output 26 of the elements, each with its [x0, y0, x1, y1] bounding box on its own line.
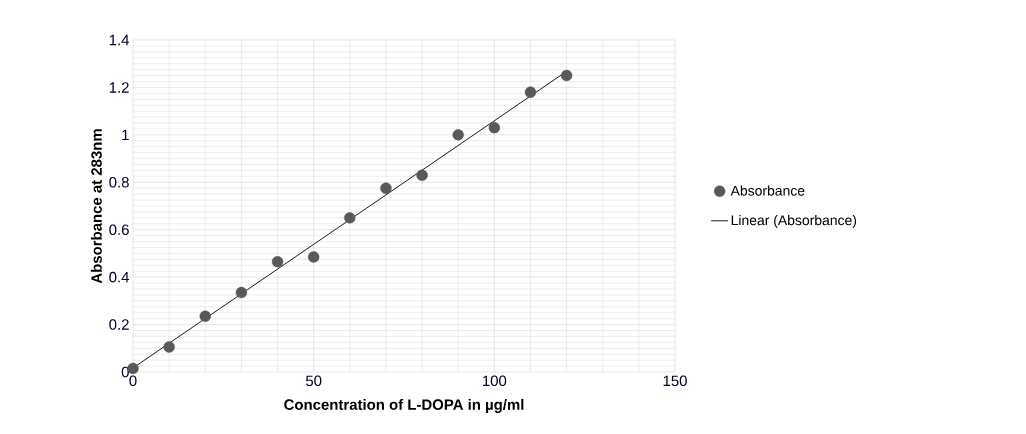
point [307, 251, 320, 263]
point [524, 86, 537, 98]
point [416, 169, 428, 181]
legend-label: Linear (Absorbance) [731, 214, 857, 228]
x-tick-label: 150 [663, 375, 687, 387]
y-tick-label: 1.2 [109, 82, 129, 93]
point [488, 122, 501, 134]
point [199, 310, 211, 322]
point [380, 182, 392, 194]
x-axis-title: Concentration of L-DOPA in µg/ml [284, 398, 524, 413]
point [344, 212, 356, 224]
y-tick-label: 0.4 [109, 271, 130, 283]
point [560, 69, 573, 82]
y-tick-label: 1 [122, 129, 129, 140]
y-tick-label: 0.2 [109, 319, 129, 330]
y-tick-label: 1.4 [109, 34, 130, 46]
y-tick-label: 0.8 [109, 176, 129, 188]
point [235, 286, 248, 299]
x-tick-label: 50 [305, 375, 322, 387]
point [452, 129, 464, 141]
x-tick-label: 100 [483, 375, 507, 387]
y-tick-label: 0.6 [109, 224, 129, 235]
point [271, 256, 284, 268]
point [163, 341, 175, 353]
legend-label: Absorbance [730, 185, 805, 196]
y-axis-title: Absorbance at 283nm [90, 129, 102, 284]
